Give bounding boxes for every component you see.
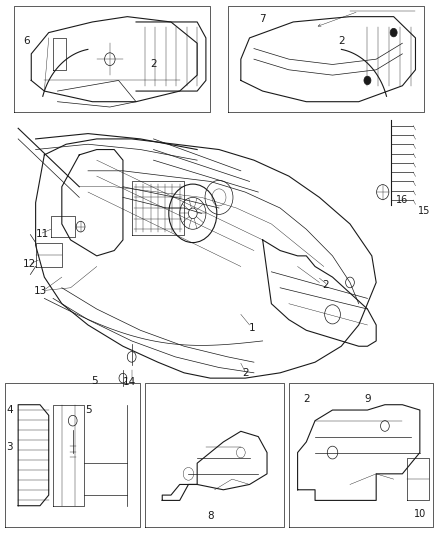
Text: 12: 12 xyxy=(22,259,36,269)
Text: 2: 2 xyxy=(242,368,248,378)
Circle shape xyxy=(390,28,397,37)
Text: 9: 9 xyxy=(364,394,371,405)
Text: 8: 8 xyxy=(207,511,214,521)
Text: 16: 16 xyxy=(396,195,408,205)
Text: 6: 6 xyxy=(24,36,30,45)
Text: 7: 7 xyxy=(259,14,266,25)
Text: 2: 2 xyxy=(323,280,329,290)
Text: 5: 5 xyxy=(91,376,98,386)
Text: 5: 5 xyxy=(85,405,92,415)
Text: 14: 14 xyxy=(123,377,136,387)
Text: 13: 13 xyxy=(34,286,47,296)
Text: 2: 2 xyxy=(338,36,345,45)
Text: 1: 1 xyxy=(248,322,255,333)
Text: 2: 2 xyxy=(303,394,310,405)
Text: 11: 11 xyxy=(35,229,49,239)
Text: 10: 10 xyxy=(414,508,426,519)
Circle shape xyxy=(364,76,371,85)
Text: 3: 3 xyxy=(6,442,13,452)
Text: 15: 15 xyxy=(418,206,430,216)
Text: 4: 4 xyxy=(6,405,13,415)
Text: 2: 2 xyxy=(150,60,157,69)
